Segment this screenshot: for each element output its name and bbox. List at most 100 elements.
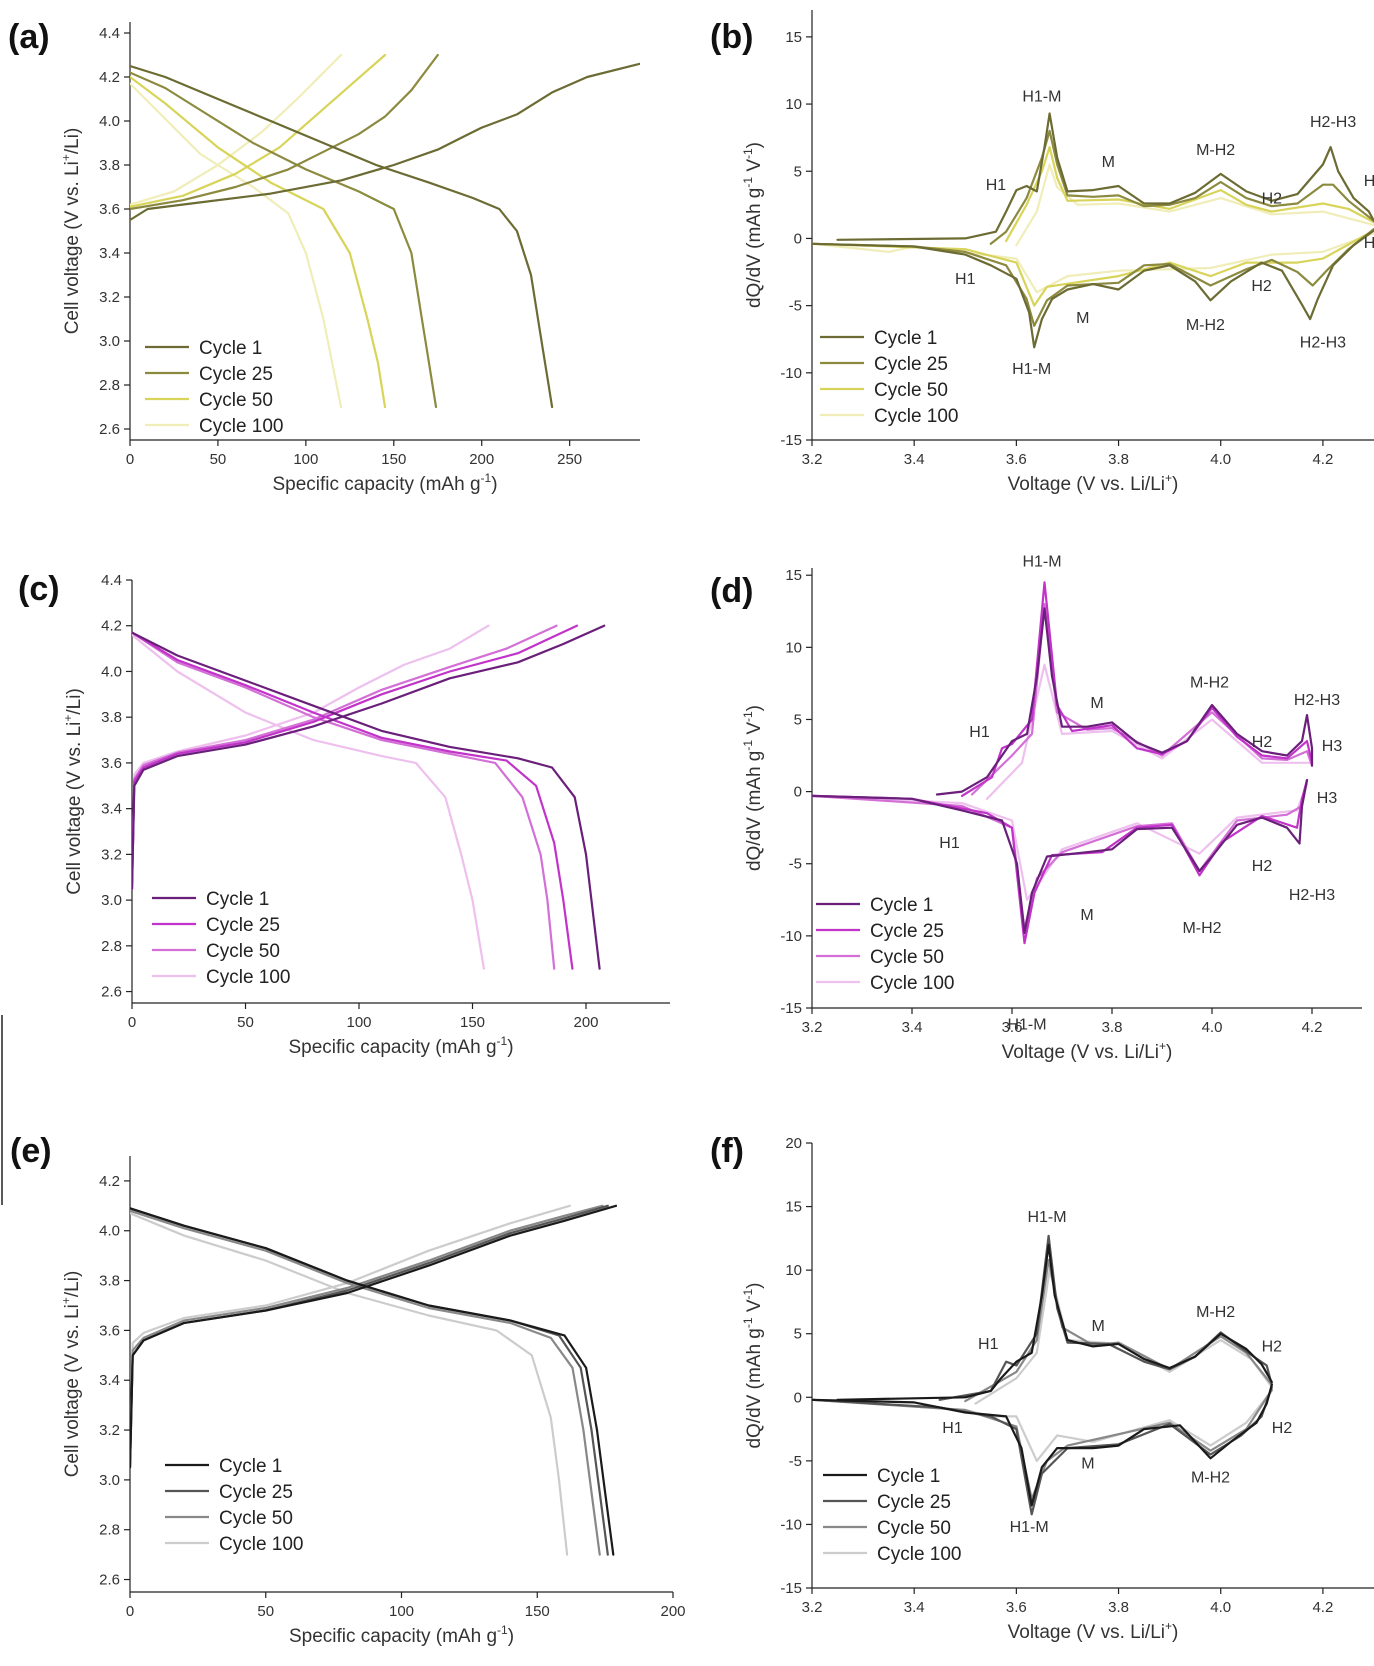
series-line-cycle-1-discharge [812, 229, 1374, 349]
legend-entry: Cycle 1 [206, 889, 269, 910]
peak-annotation: H2 [1272, 1420, 1293, 1437]
x-tick-label: 150 [381, 451, 406, 468]
legend-entry: Cycle 100 [199, 416, 284, 437]
y-tick-label: 3.8 [99, 1273, 120, 1290]
y-tick-label: 3.4 [99, 245, 120, 262]
legend-entry: Cycle 100 [870, 973, 955, 994]
series-line-cycle-25-charge [960, 581, 1314, 797]
panel-label: (d) [710, 572, 753, 610]
legend-entry: Cycle 1 [874, 328, 937, 349]
y-tick-label: 3.0 [101, 892, 122, 909]
y-tick-label: 4.4 [101, 572, 122, 589]
peak-annotation: M [1091, 1318, 1104, 1335]
peak-annotation: H1-M [1007, 1017, 1046, 1034]
peak-annotation: H1-M [1012, 361, 1051, 378]
y-tick-label: 5 [794, 711, 802, 728]
legend-entry: Cycle 25 [874, 354, 948, 375]
x-tick-label: 3.6 [1006, 451, 1027, 468]
y-tick-label: 4.0 [99, 1223, 120, 1240]
legend-entry: Cycle 25 [870, 921, 944, 942]
y-tick-label: 10 [785, 96, 802, 113]
y-tick-label: -15 [780, 1000, 802, 1017]
legend-entry: Cycle 25 [877, 1492, 951, 1513]
peak-annotation: H1 [986, 177, 1007, 194]
y-tick-label: 3.0 [99, 1472, 120, 1489]
series-line-cycle-50-charge [130, 1204, 604, 1469]
panel-c: (c) 0 50 100 150 200 2.6 2.8 3.0 3.2 3.4 3.6 3.8 4.0 4… [18, 570, 670, 1058]
series-line-cycle-50-charge [964, 1258, 1273, 1403]
x-tick-label: 3.2 [802, 451, 823, 468]
series-line-cycle-100-charge [974, 1269, 1273, 1405]
peak-annotation: M-H2 [1186, 317, 1225, 334]
series-line-cycle-25-discharge [812, 227, 1374, 327]
panel-e: (e) 0 50 100 150 200 2.6 2.8 3.0 3.2 3.4 3.6 3.8 4.0 4… [10, 1132, 686, 1647]
peak-annotation: H2-H3 [1300, 334, 1346, 351]
series-line-cycle-1-discharge [132, 631, 601, 970]
peak-annotation: H1 [969, 724, 990, 741]
x-tick-label: 50 [210, 451, 227, 468]
panel-label: (b) [710, 18, 753, 56]
series-line-cycle-100-charge [985, 663, 1314, 800]
legend-entry: Cycle 25 [199, 364, 273, 385]
x-tick-label: 3.4 [902, 1019, 923, 1036]
y-tick-label: 3.4 [101, 801, 122, 818]
panel-d: (d) 3.2 3.4 3.6 3.8 4.0 4.2 -15 -10 -5 0 5 10 15 Volta… [710, 554, 1362, 1063]
legend-entry: Cycle 25 [219, 1482, 293, 1503]
x-tick-label: 200 [573, 1014, 598, 1031]
y-axis-title: Cell voltage (V vs. Li+/Li) [59, 1271, 83, 1478]
y-tick-label: -15 [780, 432, 802, 449]
y-tick-label: 10 [785, 639, 802, 656]
peak-annotation: M [1090, 695, 1103, 712]
series-line-cycle-25-charge [132, 624, 578, 890]
x-tick-label: 4.0 [1210, 1599, 1231, 1616]
peak-annotation: M [1076, 310, 1089, 327]
peak-annotation: H1 [978, 1336, 999, 1353]
series-line-cycle-100-charge [132, 624, 490, 890]
x-axis-title: Specific capacity (mAh g-1) [288, 1034, 513, 1058]
series-line-cycle-1-charge [836, 112, 1374, 241]
series-line-cycle-1-charge [130, 62, 640, 222]
y-tick-label: 3.8 [101, 709, 122, 726]
legend-entry: Cycle 100 [874, 406, 959, 427]
peak-annotation: H1-M [1022, 554, 1061, 571]
y-tick-label: 0 [794, 1389, 802, 1406]
y-tick-label: 4.4 [99, 25, 120, 42]
y-tick-label: 3.2 [99, 289, 120, 306]
legend-entry: Cycle 50 [870, 947, 944, 968]
legend-entry: Cycle 1 [199, 338, 262, 359]
y-axis-title: dQ/dV (mAh g-1 V-1) [741, 705, 765, 871]
x-tick-label: 50 [257, 1603, 274, 1620]
series-line-cycle-1-charge [935, 607, 1314, 796]
legend-entry: Cycle 50 [874, 380, 948, 401]
y-tick-label: 4.0 [99, 113, 120, 130]
x-axis-title: Voltage (V vs. Li/Li+) [1008, 471, 1179, 495]
panel-label: (c) [18, 570, 60, 608]
series-line-cycle-100-charge [1015, 163, 1374, 247]
y-tick-label: -10 [780, 365, 802, 382]
series-line-cycle-50-charge [130, 53, 387, 208]
peak-annotation: H2-H3 [1294, 692, 1340, 709]
peak-annotation: H2-H3 [1289, 887, 1335, 904]
peak-annotation: H2 [1252, 858, 1273, 875]
x-tick-label: 3.4 [904, 1599, 925, 1616]
series-line-cycle-100-discharge [130, 1212, 569, 1556]
legend-entry: Cycle 100 [206, 967, 291, 988]
series-line-cycle-50-discharge [132, 631, 556, 970]
series-line-cycle-25-discharge [130, 1207, 609, 1556]
series-line-cycle-25-discharge [132, 631, 574, 970]
peak-annotation: H1-M [1027, 1209, 1066, 1226]
x-tick-label: 0 [126, 1603, 134, 1620]
y-tick-label: 3.6 [99, 201, 120, 218]
x-tick-label: 4.0 [1202, 1019, 1223, 1036]
x-tick-label: 3.6 [1006, 1599, 1027, 1616]
series-line-cycle-50-discharge [130, 75, 387, 409]
series-line-cycle-25-discharge [130, 71, 438, 409]
y-tick-label: 15 [785, 29, 802, 46]
y-tick-label: 20 [785, 1135, 802, 1152]
legend-entry: Cycle 25 [206, 915, 280, 936]
series-line-cycle-100-discharge [130, 82, 343, 409]
legend-entry: Cycle 1 [870, 895, 933, 916]
x-tick-label: 100 [389, 1603, 414, 1620]
y-tick-label: -5 [789, 856, 802, 873]
y-tick-label: 3.2 [101, 846, 122, 863]
